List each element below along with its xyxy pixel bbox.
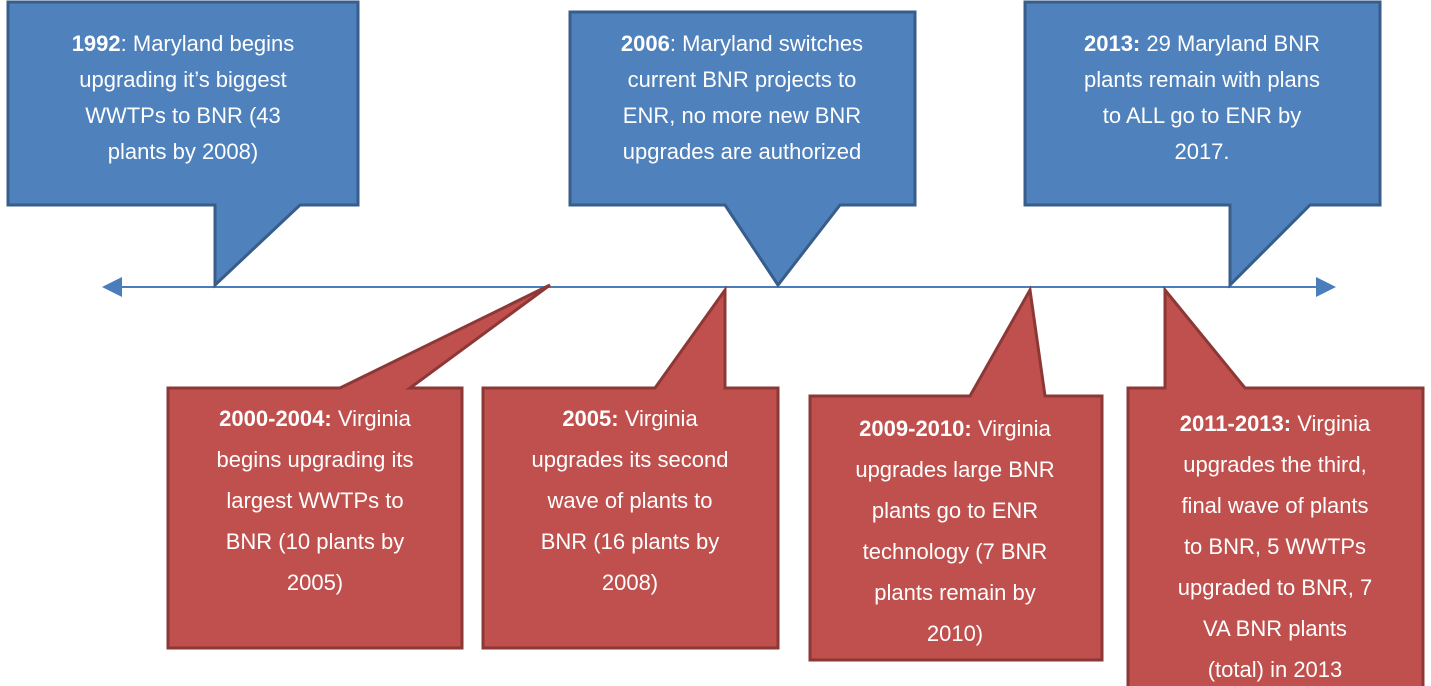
callout-line: 2000-2004: Virginia	[219, 406, 411, 431]
callout-line: upgrades the third,	[1183, 452, 1366, 477]
event-text: upgraded to BNR, 7	[1178, 575, 1372, 600]
callout-line: ENR, no more new BNR	[623, 103, 861, 128]
callout-line: BNR (16 plants by	[541, 529, 720, 554]
callout-line: 2017.	[1174, 139, 1229, 164]
callout-shape	[6, 0, 360, 289]
event-text: plants remain with plans	[1084, 67, 1320, 92]
callout: 2013: 29 Maryland BNR plants remain with …	[1023, 0, 1382, 289]
event-text: ENR, no more new BNR	[623, 103, 861, 128]
callout-line: plants by 2008)	[108, 139, 258, 164]
callout-line: current BNR projects to	[628, 67, 857, 92]
callout-line: WWTPs to BNR (43	[85, 103, 281, 128]
callout-line: begins upgrading its	[217, 447, 414, 472]
event-text: Virginia	[332, 406, 412, 431]
event-text: upgrades its second	[532, 447, 729, 472]
callout-shape	[568, 10, 917, 288]
callout: 2000-2004: Virginia begins upgrading its l…	[166, 283, 551, 650]
event-date: 2006	[621, 31, 670, 56]
event-date: 2000-2004:	[219, 406, 332, 431]
event-text: : Maryland switches	[670, 31, 863, 56]
callout-line: 2011-2013: Virginia	[1180, 411, 1371, 436]
callout-line: upgrades its second	[532, 447, 729, 472]
callout: 2006: Maryland switches current BNR proje…	[568, 10, 917, 288]
callout-line: 1992: Maryland begins	[72, 31, 295, 56]
event-text: upgrades are authorized	[623, 139, 862, 164]
event-text: begins upgrading its	[217, 447, 414, 472]
callout-line: 2009-2010: Virginia	[859, 416, 1051, 441]
event-text: current BNR projects to	[628, 67, 857, 92]
callout-shape	[808, 285, 1104, 662]
callout-line: to BNR, 5 WWTPs	[1184, 534, 1366, 559]
callout-line: 2005: Virginia	[562, 406, 698, 431]
event-text: 2008)	[602, 570, 658, 595]
event-text: to BNR, 5 WWTPs	[1184, 534, 1366, 559]
callout-line: plants remain with plans	[1084, 67, 1320, 92]
callout-line: upgrades large BNR	[855, 457, 1054, 482]
event-text: 2005)	[287, 570, 343, 595]
event-text: upgrading it’s biggest	[79, 67, 287, 92]
event-text: 29 Maryland BNR	[1140, 31, 1320, 56]
event-text: final wave of plants	[1181, 493, 1368, 518]
callout-shape	[1126, 285, 1425, 686]
callout-line: technology (7 BNR	[863, 539, 1048, 564]
callout-line: 2006: Maryland switches	[621, 31, 863, 56]
event-date: 2011-2013:	[1180, 411, 1291, 436]
event-text: plants by 2008)	[108, 139, 258, 164]
callout-line: BNR (10 plants by	[226, 529, 405, 554]
callout-line: (total) in 2013	[1208, 657, 1343, 682]
callout-line: 2013: 29 Maryland BNR	[1084, 31, 1320, 56]
event-text: (total) in 2013	[1208, 657, 1343, 682]
event-text: to ALL go to ENR by	[1103, 103, 1302, 128]
callout-line: VA BNR plants	[1203, 616, 1347, 641]
callout: 1992: Maryland begins upgrading it’s bigg…	[6, 0, 360, 289]
event-text: WWTPs to BNR (43	[85, 103, 281, 128]
callout-line: plants remain by	[874, 580, 1035, 605]
callout: 2005: Virginia upgrades its second wave of…	[481, 285, 780, 650]
callout-line: final wave of plants	[1181, 493, 1368, 518]
event-text: Virginia	[1291, 411, 1371, 436]
event-text: VA BNR plants	[1203, 616, 1347, 641]
event-text: plants go to ENR	[872, 498, 1038, 523]
event-text: Virginia	[619, 406, 699, 431]
callout-line: largest WWTPs to	[226, 488, 403, 513]
event-text: largest WWTPs to	[226, 488, 403, 513]
event-text: 2017.	[1174, 139, 1229, 164]
event-text: upgrades the third,	[1183, 452, 1366, 477]
event-text: wave of plants to	[546, 488, 712, 513]
event-text: 2010)	[927, 621, 983, 646]
event-text: BNR (10 plants by	[226, 529, 405, 554]
event-text: technology (7 BNR	[863, 539, 1048, 564]
event-text: upgrades large BNR	[855, 457, 1054, 482]
callout-line: plants go to ENR	[872, 498, 1038, 523]
callout-line: to ALL go to ENR by	[1103, 103, 1302, 128]
callout-line: 2008)	[602, 570, 658, 595]
callout: 2009-2010: Virginia upgrades large BNR pla…	[808, 285, 1104, 662]
event-text: Virginia	[972, 416, 1052, 441]
callout: 2011-2013: Virginia upgrades the third, fi…	[1126, 285, 1425, 686]
callout-shape	[166, 283, 551, 650]
callout-line: upgrades are authorized	[623, 139, 862, 164]
event-date: 2005:	[562, 406, 618, 431]
event-text: plants remain by	[874, 580, 1035, 605]
callout-shape	[481, 285, 780, 650]
callout-line: wave of plants to	[546, 488, 712, 513]
event-date: 1992	[72, 31, 121, 56]
callout-line: upgraded to BNR, 7	[1178, 575, 1372, 600]
callout-shape	[1023, 0, 1382, 289]
event-text: : Maryland begins	[121, 31, 295, 56]
callout-line: 2005)	[287, 570, 343, 595]
event-date: 2009-2010:	[859, 416, 972, 441]
event-date: 2013:	[1084, 31, 1140, 56]
callout-line: 2010)	[927, 621, 983, 646]
event-text: BNR (16 plants by	[541, 529, 720, 554]
callout-line: upgrading it’s biggest	[79, 67, 287, 92]
